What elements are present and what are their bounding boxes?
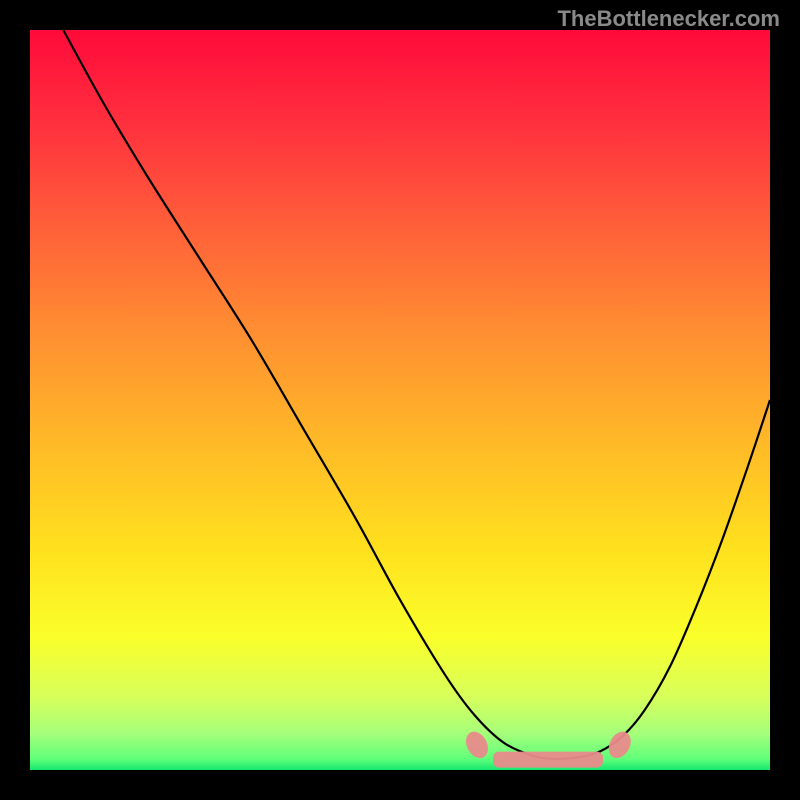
chart-container [0, 0, 800, 800]
highlight-marker-0 [493, 752, 603, 768]
bottleneck-curve [63, 30, 770, 759]
plot-area [30, 30, 770, 770]
attribution-text: TheBottlenecker.com [557, 6, 780, 32]
highlight-marker-1 [462, 728, 493, 762]
highlight-marker-2 [604, 728, 635, 762]
curve-layer [30, 30, 770, 770]
